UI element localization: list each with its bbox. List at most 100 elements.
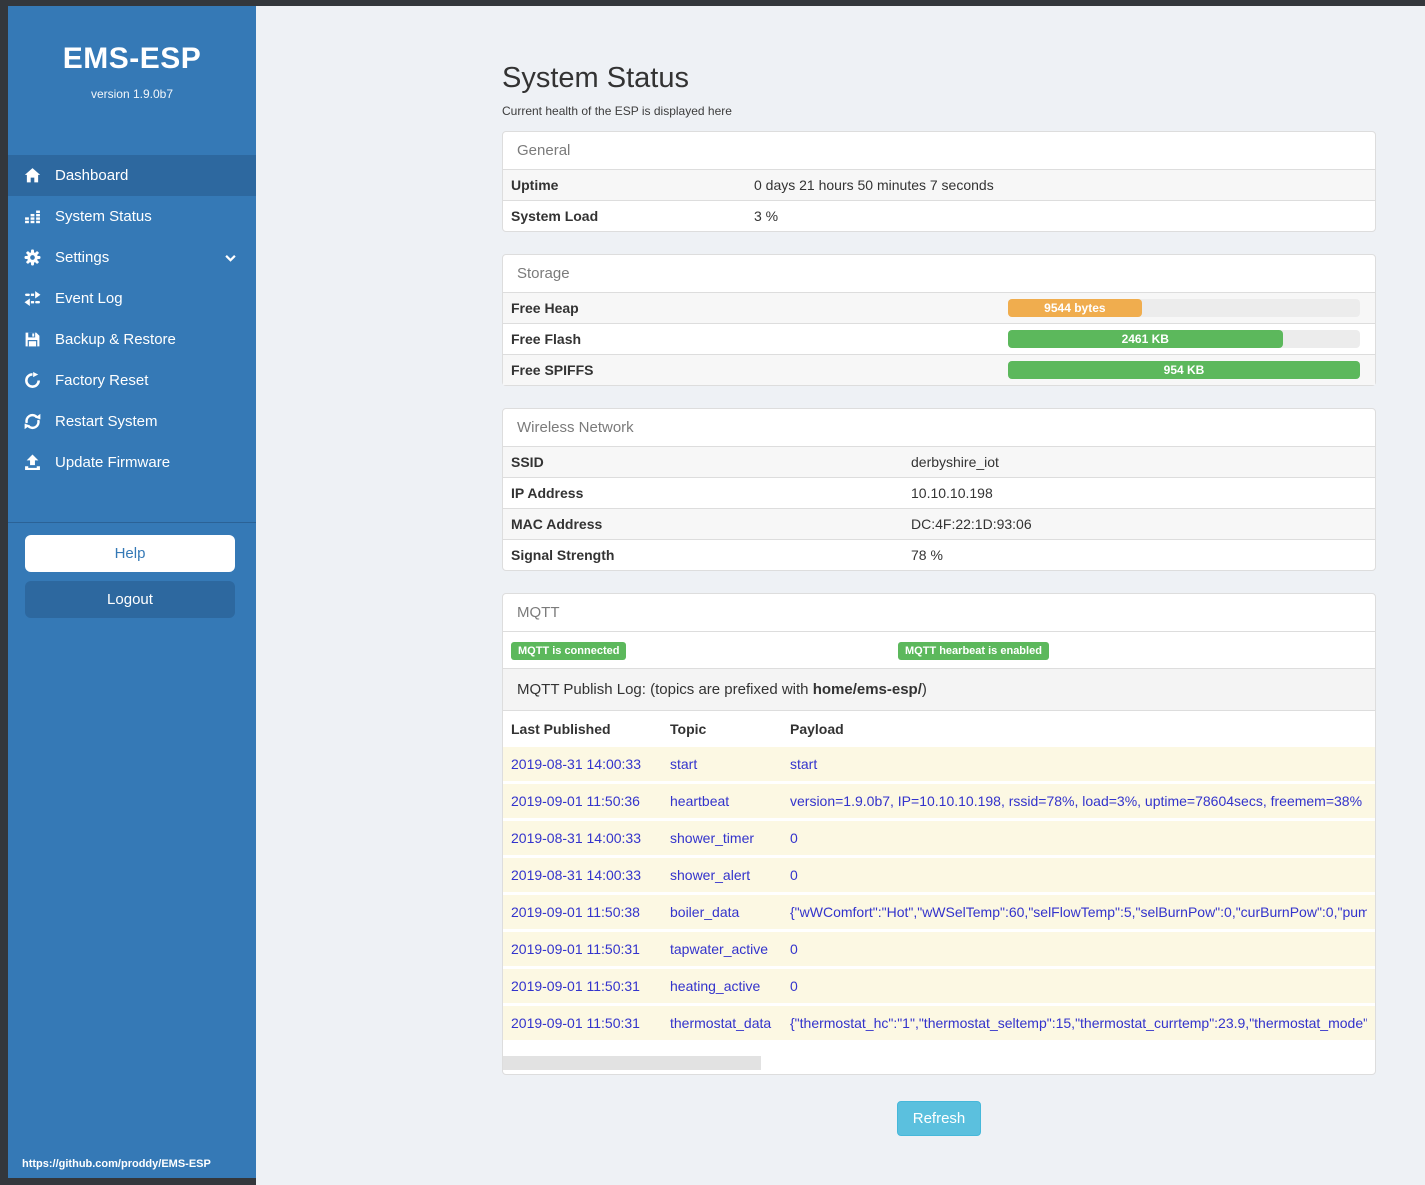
table-row: MAC Address DC:4F:22:1D:93:06 [503,508,1375,539]
mqtt-panel: MQTT MQTT is connected MQTT hearbeat is … [502,593,1376,1075]
sidebar-item-system-status[interactable]: System Status [8,196,256,237]
table-row: Free Heap 9544 bytes [503,293,1375,323]
cell-payload: start [790,756,1367,772]
cell-time: 2019-09-01 11:50:31 [511,978,670,994]
sidebar-item-settings[interactable]: Settings [8,237,256,278]
cell-topic: heartbeat [670,793,790,809]
sidebar-item-label: Settings [55,249,109,266]
mqtt-panel-header: MQTT [503,594,1375,632]
mqtt-table-body: 2019-08-31 14:00:33 start start 2019-09-… [503,747,1375,1043]
upload-icon [22,454,42,471]
table-row: System Load 3 % [503,200,1375,231]
cell-payload: {"wWComfort":"Hot","wWSelTemp":60,"selFl… [790,904,1367,920]
top-frame-strip [0,0,1425,6]
mqtt-badge-row: MQTT is connected MQTT hearbeat is enabl… [503,632,1375,668]
table-row: Signal Strength 78 % [503,539,1375,570]
gear-icon [22,249,42,266]
cell-time: 2019-09-01 11:50:36 [511,793,670,809]
free-flash-progress-bar: 2461 KB [1008,330,1283,348]
sidebar-item-event-log[interactable]: Event Log [8,278,256,319]
cell-topic: heating_active [670,978,790,994]
cell-topic: shower_timer [670,830,790,846]
free-spiffs-progress-bar: 954 KB [1008,361,1360,379]
row-value: derbyshire_iot [911,454,1367,470]
progress-track: 2461 KB [1008,330,1360,348]
row-label: Signal Strength [511,547,911,563]
sidebar-bottom-strip [0,1178,256,1185]
sync-icon [22,413,42,430]
table-row: 2019-09-01 11:50:31 thermostat_data {"th… [503,1006,1375,1043]
left-frame-strip [0,0,8,1185]
wireless-panel-header: Wireless Network [503,409,1375,447]
table-row: 2019-09-01 11:50:31 tapwater_active 0 [503,932,1375,969]
row-label: Free SPIFFS [511,362,1008,378]
sidebar: EMS-ESP version 1.9.0b7 Dashboard System… [8,6,256,1178]
log-label-suffix: ) [922,681,927,698]
sidebar-menu: Dashboard System Status [8,155,256,483]
status-badge-mqtt-connected: MQTT is connected [511,642,626,660]
cell-time: 2019-08-31 14:00:33 [511,867,670,883]
cell-topic: tapwater_active [670,941,790,957]
table-row: 2019-08-31 14:00:33 start start [503,747,1375,784]
storage-rows: Free Heap 9544 bytes Free Flash 2461 KB … [503,293,1375,385]
mqtt-table-header: Last Published Topic Payload [503,711,1375,747]
cell-payload: 0 [790,830,1367,846]
row-label: System Load [511,208,754,224]
log-topic-prefix: home/ems-esp/ [813,681,922,698]
sidebar-item-label: Restart System [55,413,158,430]
row-value: 3 % [754,208,1367,224]
wireless-panel: Wireless Network SSID derbyshire_iot IP … [502,408,1376,571]
chart-bars-icon [22,208,42,225]
sidebar-item-restart-system[interactable]: Restart System [8,401,256,442]
table-row: Free Flash 2461 KB [503,323,1375,354]
progress-track: 954 KB [1008,361,1360,379]
sidebar-item-label: System Status [55,208,152,225]
github-link[interactable]: https://github.com/proddy/EMS-ESP [22,1158,211,1170]
row-value: 0 days 21 hours 50 minutes 7 seconds [754,177,1367,193]
sidebar-divider [8,522,256,523]
cell-time: 2019-08-31 14:00:33 [511,756,670,772]
sidebar-item-update-firmware[interactable]: Update Firmware [8,442,256,483]
table-row: Free SPIFFS 954 KB [503,354,1375,385]
column-header-last-published: Last Published [511,721,670,737]
cell-payload: 0 [790,941,1367,957]
cell-payload: 0 [790,978,1367,994]
cell-time: 2019-09-01 11:50:31 [511,941,670,957]
home-icon [22,167,42,184]
table-row: 2019-08-31 14:00:33 shower_timer 0 [503,821,1375,858]
row-value: DC:4F:22:1D:93:06 [911,516,1367,532]
table-row: IP Address 10.10.10.198 [503,477,1375,508]
table-row: 2019-09-01 11:50:38 boiler_data {"wWComf… [503,895,1375,932]
help-button[interactable]: Help [25,535,235,572]
logout-button[interactable]: Logout [25,581,235,618]
page-title: System Status [502,62,1376,95]
row-label: Uptime [511,177,754,193]
mqtt-publish-log-label: MQTT Publish Log: (topics are prefixed w… [503,668,1375,711]
cell-time: 2019-09-01 11:50:31 [511,1015,670,1031]
cell-topic: thermostat_data [670,1015,790,1031]
main-content: System Status Current health of the ESP … [502,62,1376,1136]
cell-payload: 0 [790,867,1367,883]
cell-payload: version=1.9.0b7, IP=10.10.10.198, rssid=… [790,793,1367,809]
cell-topic: boiler_data [670,904,790,920]
horizontal-scrollbar[interactable] [503,1056,1375,1070]
column-header-topic: Topic [670,721,790,737]
general-panel-header: General [503,132,1375,170]
sidebar-item-dashboard[interactable]: Dashboard [8,155,256,196]
storage-panel: Storage Free Heap 9544 bytes Free Flash … [502,254,1376,386]
floppy-save-icon [22,331,42,348]
row-label: IP Address [511,485,911,501]
sidebar-item-label: Update Firmware [55,454,170,471]
refresh-button[interactable]: Refresh [897,1101,982,1136]
chevron-down-icon [225,254,236,262]
sidebar-item-label: Dashboard [55,167,128,184]
cell-time: 2019-09-01 11:50:38 [511,904,670,920]
progress-track: 9544 bytes [1008,299,1360,317]
row-value: 78 % [911,547,1367,563]
scrollbar-thumb[interactable] [503,1056,761,1070]
wireless-rows: SSID derbyshire_iot IP Address 10.10.10.… [503,447,1375,570]
sidebar-item-factory-reset[interactable]: Factory Reset [8,360,256,401]
row-label: MAC Address [511,516,911,532]
sidebar-item-backup-restore[interactable]: Backup & Restore [8,319,256,360]
row-label: Free Flash [511,331,1008,347]
